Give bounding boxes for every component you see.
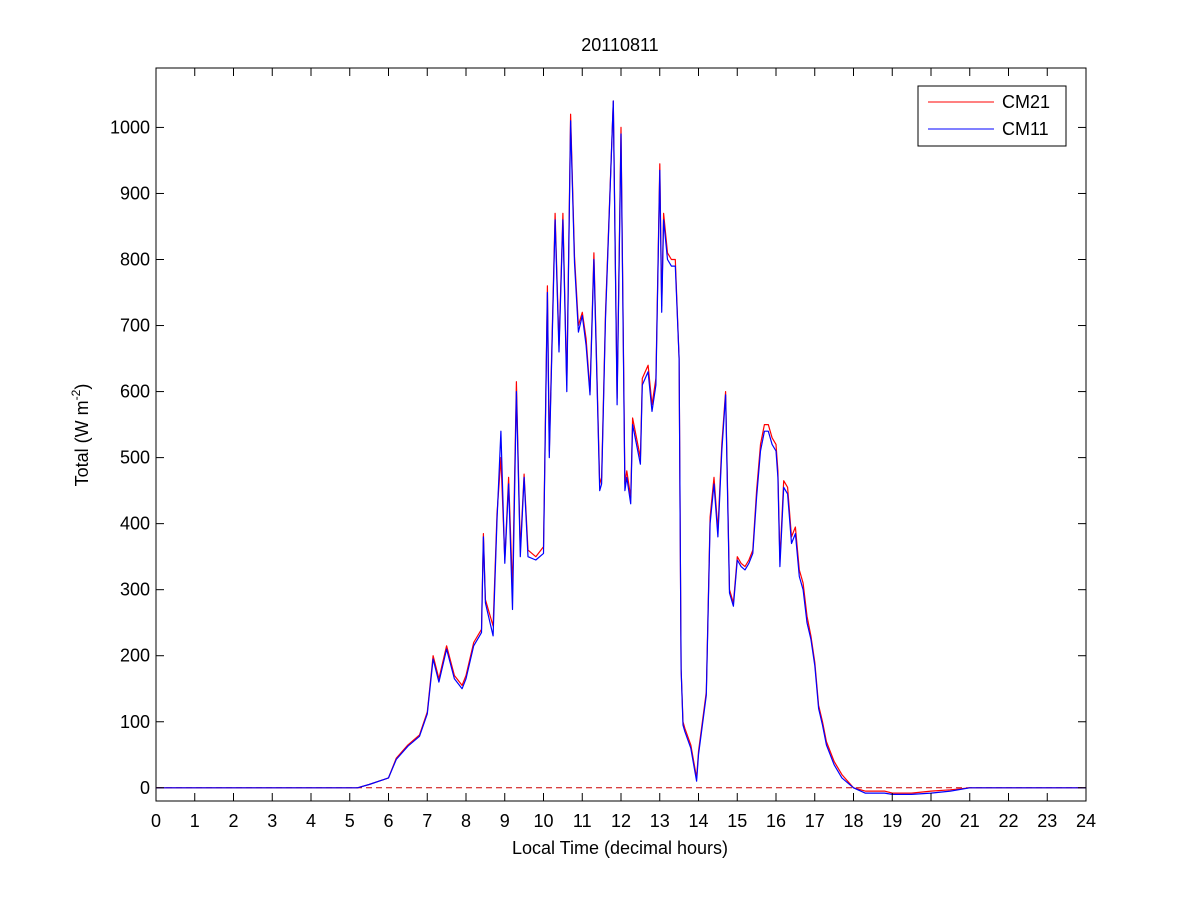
x-tick-label: 17 bbox=[805, 811, 825, 831]
series-group bbox=[156, 100, 1086, 796]
y-axis: 0 100 200 300 400 500 600 700 800 900 1000 bbox=[110, 117, 1086, 798]
y-tick-label: 100 bbox=[120, 712, 150, 732]
x-tick-label: 10 bbox=[533, 811, 553, 831]
x-tick-label: 4 bbox=[306, 811, 316, 831]
x-tick-label: 0 bbox=[151, 811, 161, 831]
legend: CM21 CM11 bbox=[917, 85, 1067, 147]
y-tick-label: 0 bbox=[140, 778, 150, 798]
legend-label-cm21: CM21 bbox=[1002, 92, 1050, 112]
x-tick-label: 1 bbox=[190, 811, 200, 831]
x-tick-label: 23 bbox=[1037, 811, 1057, 831]
x-tick-label: 9 bbox=[500, 811, 510, 831]
y-tick-label: 400 bbox=[120, 514, 150, 534]
x-tick-label: 16 bbox=[766, 811, 786, 831]
x-tick-label: 24 bbox=[1076, 811, 1096, 831]
x-tick-label: 18 bbox=[843, 811, 863, 831]
plot-area bbox=[155, 67, 1087, 802]
x-tick-label: 22 bbox=[998, 811, 1018, 831]
y-tick-label: 900 bbox=[120, 183, 150, 203]
y-axis-label-close: ) bbox=[72, 384, 92, 390]
y-tick-label: 200 bbox=[120, 646, 150, 666]
y-tick-label: 1000 bbox=[110, 117, 150, 137]
x-tick-label: 2 bbox=[228, 811, 238, 831]
legend-box bbox=[917, 85, 1067, 147]
x-tick-label: 5 bbox=[345, 811, 355, 831]
legend-label-cm11: CM11 bbox=[1002, 119, 1049, 139]
x-tick-label: 12 bbox=[611, 811, 631, 831]
x-tick-label: 15 bbox=[727, 811, 747, 831]
x-axis-label: Local Time (decimal hours) bbox=[512, 838, 728, 858]
x-axis: 0 1 2 3 4 5 6 7 8 9 10 11 12 13 14 15 16 17 18 19 20 21 22 23 24 bbox=[151, 68, 1096, 831]
y-axis-label: Total (W m-2) bbox=[69, 384, 92, 487]
x-tick-label: 3 bbox=[267, 811, 277, 831]
x-tick-label: 13 bbox=[650, 811, 670, 831]
y-tick-label: 700 bbox=[120, 316, 150, 336]
series-line-cm11 bbox=[156, 100, 1086, 796]
y-tick-label: 500 bbox=[120, 448, 150, 468]
x-tick-label: 19 bbox=[882, 811, 902, 831]
x-tick-label: 6 bbox=[383, 811, 393, 831]
y-axis-label-exponent: -2 bbox=[69, 389, 83, 400]
x-tick-label: 20 bbox=[921, 811, 941, 831]
y-tick-label: 300 bbox=[120, 580, 150, 600]
x-tick-label: 21 bbox=[960, 811, 980, 831]
x-tick-label: 8 bbox=[461, 811, 471, 831]
x-tick-label: 7 bbox=[422, 811, 432, 831]
y-axis-label-main: Total (W m bbox=[72, 400, 92, 486]
chart-title: 20110811 bbox=[581, 35, 658, 55]
x-tick-label: 14 bbox=[688, 811, 708, 831]
x-tick-label: 11 bbox=[573, 811, 592, 831]
y-tick-label: 600 bbox=[120, 382, 150, 402]
y-tick-label: 800 bbox=[120, 250, 150, 270]
